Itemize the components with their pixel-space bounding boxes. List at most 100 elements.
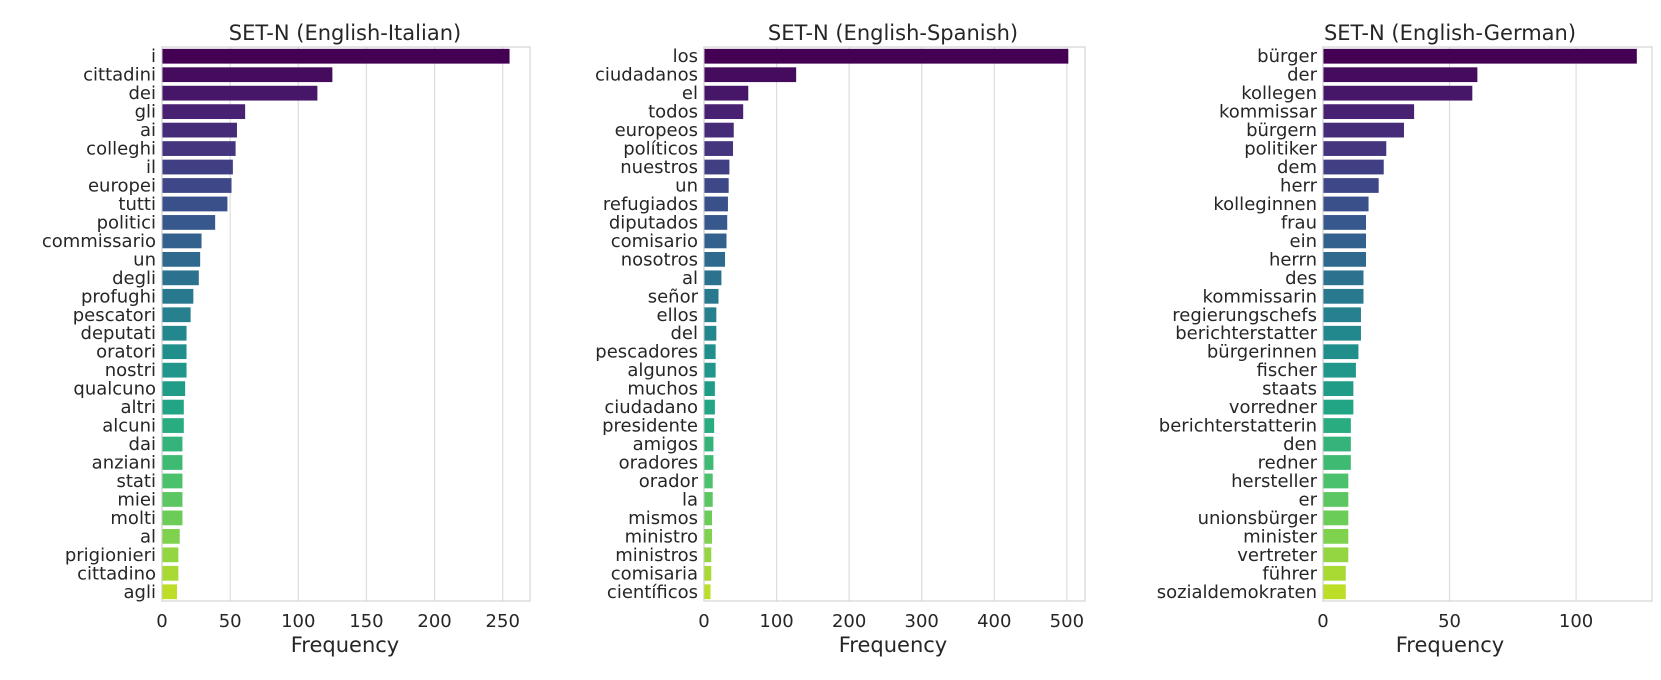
category-label: frau: [1281, 212, 1317, 233]
bar-ciudadano: [704, 399, 715, 415]
bar-degli: [162, 270, 199, 286]
bar-señor: [704, 288, 719, 304]
bar-oradores: [704, 455, 714, 470]
bar-un: [162, 251, 201, 267]
bar-cittadino: [162, 565, 179, 581]
category-label: vorredner: [1229, 397, 1318, 418]
bar-minister: [1323, 528, 1349, 544]
category-label: prigionieri: [65, 545, 156, 566]
x-tick-label: 100: [759, 611, 793, 632]
category-label: al: [682, 268, 698, 289]
category-label: señor: [648, 286, 699, 307]
bar-europeos: [704, 122, 734, 138]
x-tick-label: 100: [281, 611, 315, 632]
category-label: staats: [1262, 379, 1317, 400]
x-tick-label: 150: [349, 611, 383, 632]
bar-tutti: [162, 196, 228, 212]
x-tick-label: 200: [832, 611, 866, 632]
category-label: kommissar: [1219, 102, 1318, 123]
bar-unionsbürger: [1323, 510, 1349, 526]
bar-regierungschefs: [1323, 307, 1361, 323]
category-label: bürgern: [1246, 120, 1317, 141]
bar-der: [1323, 67, 1478, 83]
bar-commissario: [162, 233, 202, 249]
chart-title-italian: SET-N (English-Italian): [229, 21, 461, 45]
bar-redner: [1323, 455, 1351, 470]
category-label: nuestros: [620, 157, 698, 178]
bar-politici: [162, 215, 216, 230]
bar-herr: [1323, 178, 1379, 193]
category-label: kommissarin: [1203, 286, 1317, 307]
category-label: colleghi: [86, 139, 156, 160]
category-label: políticos: [623, 139, 698, 160]
bar-molti: [162, 510, 183, 526]
category-label: i: [151, 46, 156, 67]
bar-vertreter: [1323, 547, 1349, 563]
category-label: nostri: [105, 360, 156, 381]
bar-i: [162, 48, 510, 64]
x-tick-label: 400: [977, 611, 1011, 632]
subplot-spanish: SET-N (English-Spanish) Frequency: [768, 21, 1018, 657]
category-label: alcuni: [102, 416, 156, 437]
bar-kommissarin: [1323, 288, 1364, 304]
bar-comisaria: [704, 565, 712, 581]
bar-deputati: [162, 325, 187, 341]
category-label: cittadino: [77, 563, 156, 584]
plot-frame: [703, 46, 1086, 602]
x-axis-label-german: Frequency: [1396, 633, 1505, 657]
category-label: sozialdemokraten: [1157, 582, 1317, 603]
category-label: regierungschefs: [1172, 305, 1317, 326]
category-label: politici: [97, 212, 156, 233]
bar-todos: [704, 104, 744, 120]
category-label: kolleginnen: [1213, 194, 1317, 215]
x-tick-label: 500: [1050, 611, 1084, 632]
x-axis-label-spanish: Frequency: [839, 633, 948, 657]
bar-herrn: [1323, 251, 1367, 267]
category-label: des: [1285, 268, 1317, 289]
bar-dei: [162, 85, 318, 101]
category-label: nosotros: [621, 249, 698, 270]
category-label: herrn: [1269, 249, 1317, 270]
bar-nostri: [162, 362, 187, 378]
category-label: molti: [110, 508, 156, 529]
x-tick-label: 250: [486, 611, 520, 632]
bar-cittadini: [162, 67, 333, 83]
x-tick-label: 50: [1438, 611, 1461, 632]
category-label: qualcuno: [73, 379, 156, 400]
category-label: refugiados: [603, 194, 698, 215]
bar-bürgerinnen: [1323, 344, 1359, 360]
bar-politiker: [1323, 141, 1387, 156]
bar-europei: [162, 178, 232, 193]
bar-altri: [162, 399, 184, 415]
category-label: commissario: [42, 231, 156, 252]
x-tick-label: 200: [417, 611, 451, 632]
bar-stati: [162, 473, 183, 489]
category-label: los: [673, 46, 698, 67]
bar-políticos: [704, 141, 734, 156]
bar-hersteller: [1323, 473, 1349, 489]
plot-area-italian: icittadinideigliaicolleghiileuropeitutti…: [42, 46, 531, 632]
category-label: comisario: [611, 231, 698, 252]
bar-ellos: [704, 307, 717, 323]
bar-nosotros: [704, 251, 726, 267]
bar-pescatori: [162, 307, 191, 323]
bar-los: [704, 48, 1069, 64]
category-label: mismos: [628, 508, 698, 529]
bar-nuestros: [704, 159, 730, 175]
bar-berichterstatterin: [1323, 418, 1351, 433]
category-label: berichterstatter: [1175, 323, 1317, 344]
bar-orador: [704, 473, 713, 489]
bar-un: [704, 178, 729, 193]
x-tick-label: 0: [1317, 611, 1328, 632]
bar-del: [704, 325, 717, 341]
category-label: vertreter: [1237, 545, 1317, 566]
bar-dai: [162, 436, 183, 452]
category-label: ministro: [625, 526, 698, 547]
bar-prigionieri: [162, 547, 179, 563]
bar-bürger: [1323, 48, 1637, 64]
plot-frame: [161, 46, 531, 602]
x-tick-label: 50: [219, 611, 242, 632]
bar-alcuni: [162, 418, 184, 433]
category-label: del: [670, 323, 698, 344]
